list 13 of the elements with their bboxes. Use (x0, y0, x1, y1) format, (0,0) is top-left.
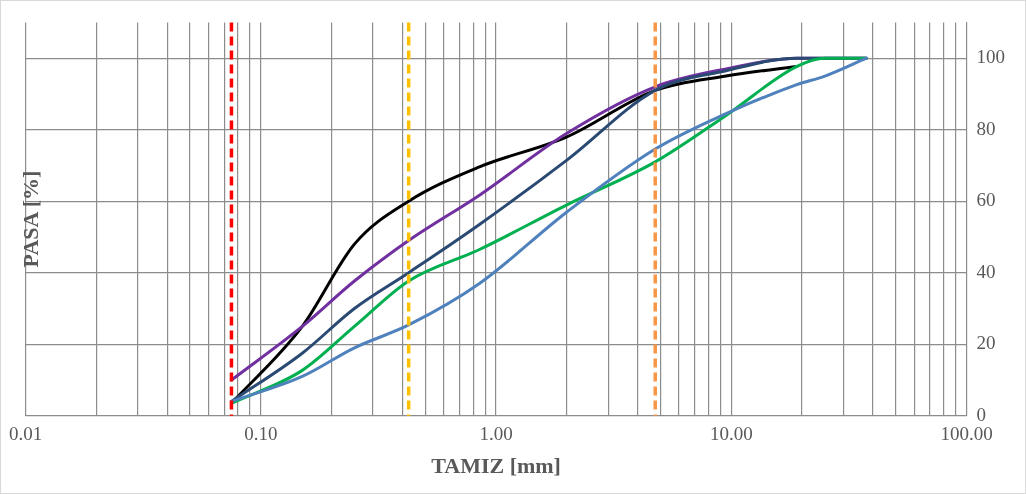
x-tick-label: 0.01 (9, 423, 43, 445)
y-axis-title: PASA [%] (18, 170, 44, 268)
y-tick-label: 40 (976, 260, 996, 282)
x-tick-label: 1.00 (479, 423, 513, 445)
x-tick-label: 100.00 (940, 423, 993, 445)
x-tick-label: 0.10 (244, 423, 278, 445)
x-axis-title: TAMIZ [mm] (431, 453, 561, 479)
y-tick-label: 0 (976, 403, 986, 425)
y-tick-label: 60 (976, 189, 996, 211)
x-tick-label: 10.00 (709, 423, 753, 445)
y-tick-label: 20 (976, 332, 996, 354)
y-tick-label: 80 (976, 117, 996, 139)
y-tick-label: 100 (976, 46, 1005, 68)
